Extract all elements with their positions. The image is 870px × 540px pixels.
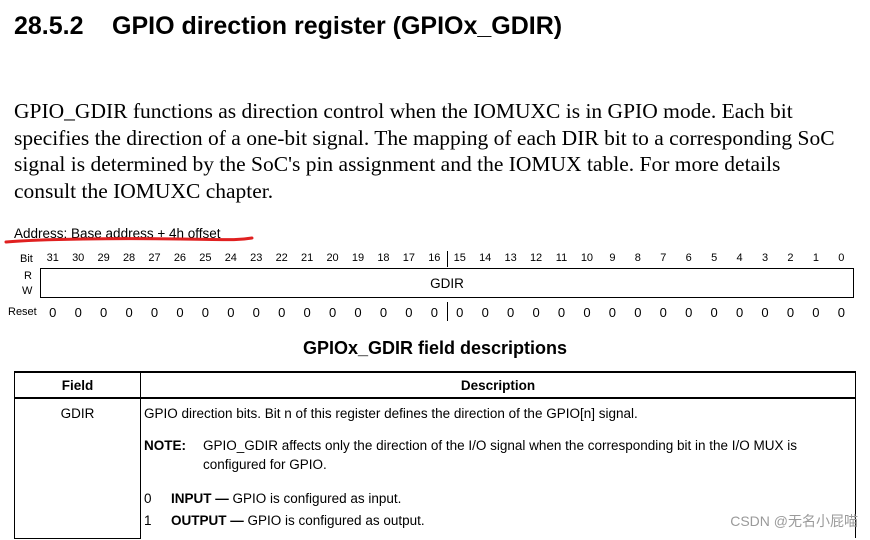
bit-number: 21 [301, 252, 314, 264]
bit-number: 11 [555, 252, 568, 264]
register-field-box: GDIR [40, 268, 854, 298]
bit-number: 3 [761, 252, 769, 264]
register-field-name: GDIR [430, 275, 464, 291]
reset-label: Reset [8, 306, 37, 318]
table-row: GDIR GPIO direction bits. Bit n of this … [14, 397, 856, 539]
reset-value: 0 [786, 305, 795, 320]
section-number: 28.5.2 [14, 12, 84, 40]
reset-value: 0 [659, 305, 667, 320]
reset-value: 0 [252, 305, 260, 320]
option-value: 1 [144, 513, 152, 528]
field-name-cell: GDIR [14, 397, 141, 539]
reset-value: 0 [507, 305, 515, 320]
reset-value: 0 [379, 305, 388, 320]
bit-number: 15 [453, 252, 466, 264]
option-row-output: 1 OUTPUT — GPIO is configured as output. [144, 510, 849, 532]
reset-value: 0 [303, 305, 311, 320]
bit-number: 24 [224, 252, 237, 264]
section-heading: 28.5.2 GPIO direction register (GPIOx_GDI… [14, 12, 562, 41]
bit-number: 5 [711, 252, 718, 264]
option-row-input: 0 INPUT — GPIO is configured as input. [144, 488, 849, 510]
note-label: NOTE: [144, 438, 186, 453]
bit-number: 26 [173, 252, 187, 264]
header-description: Description [140, 371, 856, 399]
bit-number: 0 [838, 252, 845, 264]
table-header-row: Field Description [14, 371, 856, 399]
bit-number: 29 [97, 252, 110, 264]
reset-value: 0 [74, 305, 82, 320]
bit-number: 14 [479, 252, 492, 264]
reset-value: 0 [710, 305, 718, 320]
reset-value: 0 [837, 305, 845, 320]
reset-value: 0 [735, 305, 744, 320]
reset-value: 0 [761, 305, 769, 320]
address-line: Address: Base address + 4h offset [14, 226, 221, 241]
bit-number: 22 [275, 252, 288, 264]
w-label: W [22, 285, 33, 297]
reset-value: 0 [150, 305, 159, 320]
note-text: GPIO_GDIR affects only the direction of … [203, 438, 798, 472]
reset-value: 0 [532, 305, 540, 320]
reset-value: 0 [49, 305, 57, 320]
intro-paragraph: GPIO_GDIR functions as direction control… [14, 99, 835, 203]
red-underline-annotation [4, 236, 254, 244]
bit-separator-bottom [447, 302, 448, 321]
reset-value: 0 [227, 305, 235, 320]
reset-value: 0 [557, 305, 566, 320]
bit-number: 4 [736, 252, 743, 264]
reset-value: 0 [812, 305, 820, 320]
bit-number: 2 [787, 252, 794, 264]
note-block: NOTE: GPIO_GDIR affects only the directi… [144, 436, 849, 474]
watermark: CSDN @无名小屁喵 [730, 513, 858, 529]
bit-number: 25 [199, 252, 212, 264]
bit-label: Bit [20, 253, 33, 265]
reset-value: 0 [354, 305, 362, 320]
bit-number: 27 [148, 252, 161, 264]
bit-number: 23 [250, 252, 263, 264]
section-title: GPIO direction register (GPIOx_GDIR) [112, 12, 563, 40]
bit-number: 28 [122, 252, 136, 264]
option-text: GPIO is configured as input. [232, 491, 402, 506]
option-text: GPIO is configured as output. [247, 513, 425, 528]
bit-number: 17 [402, 252, 415, 264]
description-cell: GPIO direction bits. Bit n of this regis… [140, 397, 856, 538]
bit-number: 7 [660, 252, 667, 264]
bit-number: 31 [46, 252, 59, 264]
bit-number: 18 [377, 252, 390, 264]
reset-value: 0 [100, 305, 108, 320]
reset-value: 0 [201, 305, 209, 320]
r-label: R [24, 270, 32, 282]
bit-separator-top [447, 251, 448, 267]
bit-number: 13 [504, 252, 517, 264]
field-table-title: GPIOx_GDIR field descriptions [302, 338, 568, 358]
reset-value: 0 [176, 305, 184, 320]
bit-number: 20 [326, 252, 339, 264]
reset-value: 0 [278, 305, 286, 320]
bit-number: 10 [580, 252, 594, 264]
bit-number: 6 [685, 252, 692, 264]
header-field: Field [14, 371, 141, 399]
description-text: GPIO direction bits. Bit n of this regis… [144, 406, 638, 421]
reset-value: 0 [634, 305, 642, 320]
reset-value: 0 [125, 305, 133, 320]
option-value: 0 [144, 491, 152, 506]
bit-number: 9 [609, 252, 616, 264]
bit-number: 1 [812, 252, 819, 264]
bit-number: 30 [72, 252, 85, 264]
bit-number: 16 [428, 252, 441, 264]
reset-value: 0 [685, 305, 693, 320]
bit-number: 19 [351, 252, 365, 264]
reset-value: 0 [583, 305, 591, 320]
reset-value: 0 [456, 305, 464, 320]
bit-number: 12 [529, 252, 543, 264]
option-name: OUTPUT — [171, 513, 244, 528]
reset-value: 0 [328, 305, 337, 320]
field-description-table: Field Description GDIR GPIO direction bi… [14, 371, 856, 539]
reset-value: 0 [481, 305, 489, 320]
option-name: INPUT — [171, 491, 229, 506]
reset-value: 0 [430, 305, 438, 320]
bit-number: 8 [634, 252, 641, 264]
reset-value: 0 [608, 305, 616, 320]
reset-value: 0 [405, 305, 413, 320]
